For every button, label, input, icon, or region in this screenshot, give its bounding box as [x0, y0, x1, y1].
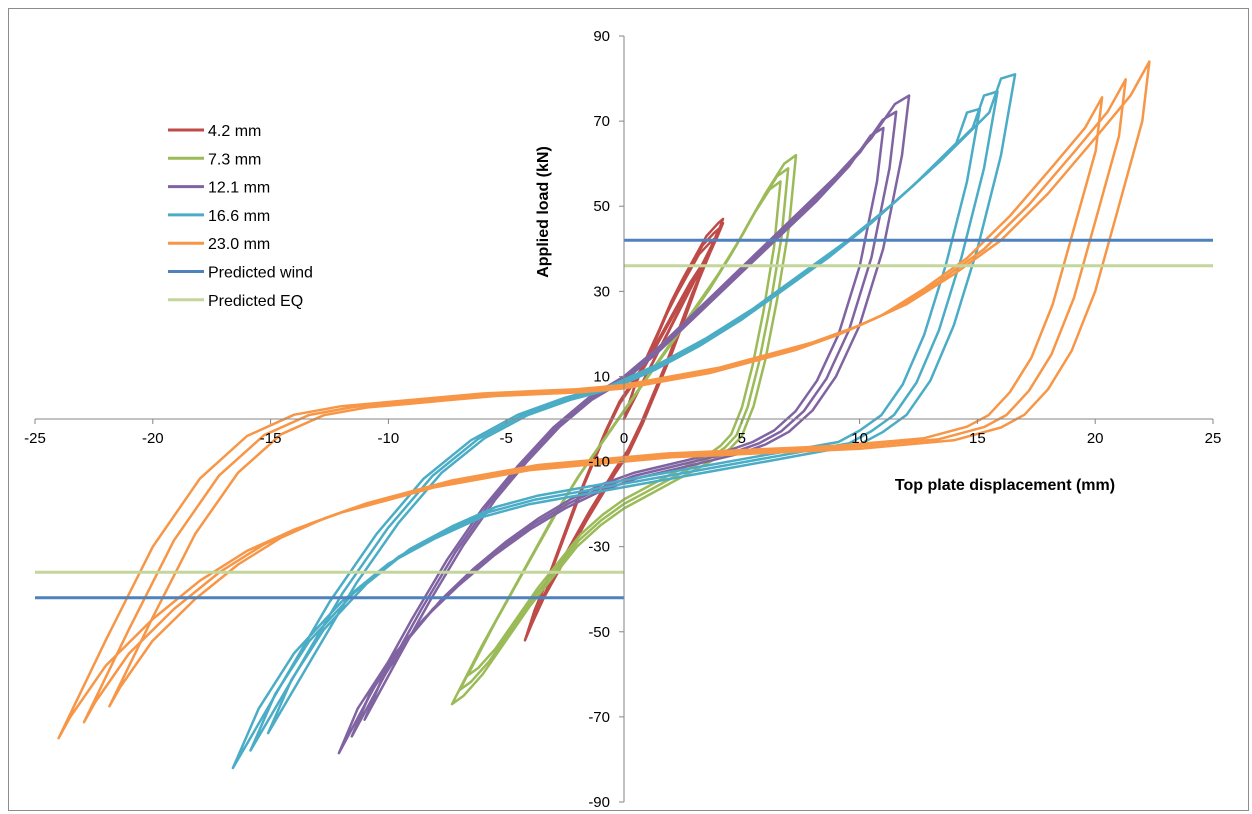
legend-label-7-3-mm: 7.3 mm: [208, 151, 261, 168]
series-layer: [35, 60, 1213, 770]
x-tick-label: -25: [24, 430, 46, 447]
y-tick-label: -10: [588, 454, 610, 471]
legend-label-predicted-eq: Predicted EQ: [208, 293, 303, 310]
x-tick-label: -20: [142, 430, 164, 447]
legend-label-16-6-mm: 16.6 mm: [208, 208, 270, 225]
x-tick-label: -5: [500, 430, 513, 447]
series-16-6-mm-cycle-1: [231, 73, 1017, 770]
series-23-0-mm-cycle-3: [108, 96, 1104, 708]
x-axis-title: Top plate displacement (mm): [895, 477, 1115, 494]
series-12-1-mm-cycle-1: [337, 94, 911, 755]
x-tick-label: 5: [738, 430, 746, 447]
legend: 4.2 mm 7.3 mm 12.1 mm 16.6 mm 23.0 mm Predict…: [168, 123, 313, 310]
series-16-6-mm-cycle-3: [266, 107, 982, 735]
x-tick-label: 0: [620, 430, 628, 447]
x-tick-label: -10: [378, 430, 400, 447]
x-tick-label: 25: [1205, 430, 1222, 447]
y-axis-title: Applied load (kN): [535, 146, 552, 278]
x-tick-label: 15: [969, 430, 986, 447]
y-tick-label: 50: [593, 198, 610, 215]
x-tick-label: 10: [851, 430, 868, 447]
legend-label-4-2-mm: 4.2 mm: [208, 123, 261, 140]
series-7-3-mm-cycle-3: [466, 180, 782, 677]
x-tick-label: 20: [1087, 430, 1104, 447]
y-tick-label: -90: [588, 794, 610, 811]
legend-label-23-0-mm: 23.0 mm: [208, 236, 270, 253]
y-tick-label: -30: [588, 539, 610, 556]
y-tick-label: 10: [593, 368, 610, 385]
legend-label-12-1-mm: 12.1 mm: [208, 180, 270, 197]
x-tick-label: -15: [260, 430, 282, 447]
y-tick-label: 70: [593, 113, 610, 130]
y-tick-label: 30: [593, 283, 610, 300]
ticks-layer: -25 -20 -15 -10 -5 0 5 10 15 20 25-90-70-50-30-101…: [24, 28, 1221, 811]
y-tick-label: 90: [593, 28, 610, 45]
y-tick-label: -70: [588, 709, 610, 726]
series-16-6-mm-cycle-2: [249, 90, 999, 752]
legend-label-predicted-wind: Predicted wind: [208, 265, 313, 282]
y-tick-label: -50: [588, 624, 610, 641]
